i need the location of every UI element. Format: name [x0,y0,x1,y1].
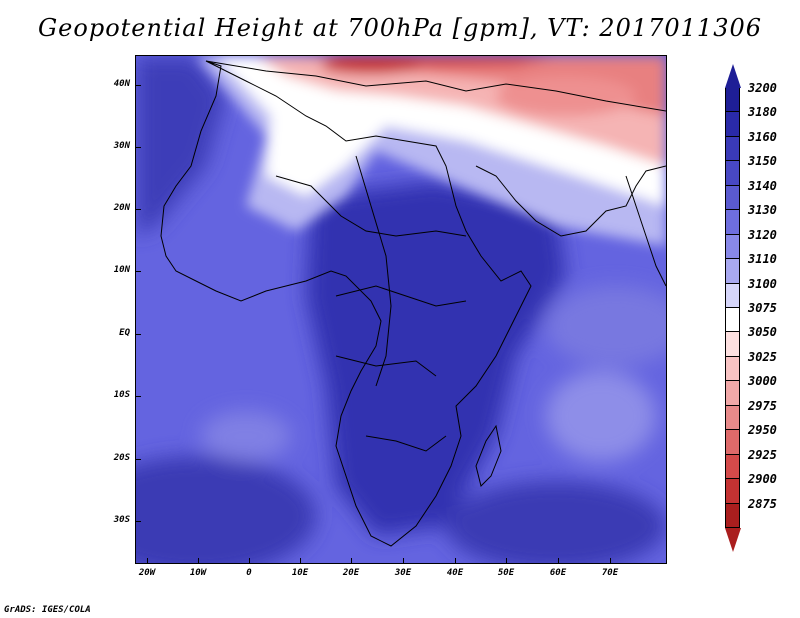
colorbar-swatch [725,405,740,431]
coastlines [160,60,666,547]
colorbar-swatch [725,479,740,504]
y-label-10n: 10N [113,265,130,275]
y-tick [136,147,141,148]
border-3 [335,285,467,307]
border-2 [275,175,467,237]
x-tick [249,558,250,563]
colorbar-swatch [725,332,740,357]
x-tick [198,558,199,563]
x-tick [403,558,404,563]
colorbar-swatch [725,430,740,455]
north-gradient [196,56,666,246]
x-label-20w: 20W [138,568,156,578]
colorbar-swatch [725,234,740,260]
x-tick [558,558,559,563]
x-label-10w: 10W [189,568,207,578]
colorbar-swatch [725,356,740,382]
y-label-30s: 30S [113,515,130,525]
border-5 [365,435,447,452]
colorbar-level-label: 3075 [748,301,777,315]
colorbar-level-label: 2925 [748,447,777,462]
africa-outline [160,60,532,547]
y-label-10s: 10S [113,390,130,400]
madagascar-outline [475,424,502,487]
colorbar-level-label: 3050 [748,325,777,340]
x-label-50e: 50E [497,568,515,578]
colorbar-swatch [725,454,740,480]
colorbar-level-label: 3000 [748,374,777,389]
x-tick [506,558,507,563]
y-label-20s: 20S [113,453,130,463]
colorbar-bottom-arrow [725,528,741,552]
x-tick [455,558,456,563]
colorbar-level-label: 3150 [748,154,777,169]
colorbar-level-label: 2875 [748,496,777,511]
colorbar-swatch [725,259,740,284]
y-tick [136,209,141,210]
mediterranean-coast [205,60,666,112]
x-tick [351,558,352,563]
colorbar-swatch [725,503,740,528]
y-tick [136,271,141,272]
colorbar-level-label: 3200 [748,81,777,95]
x-label-60e: 60E [549,568,567,578]
border-4 [335,355,437,377]
colorbar-level-label: 3025 [748,349,777,364]
colorbar [725,88,740,528]
x-label-70e: 70E [601,568,619,578]
arabia-outline [475,165,666,237]
shading-layers [136,56,666,563]
map-plot-area [135,55,667,564]
colorbar-level-label: 3100 [748,276,777,291]
map-title: Geopotential Height at 700hPa [gpm], VT:… [38,14,762,42]
x-tick [147,558,148,563]
y-tick [136,334,141,335]
x-tick [300,558,301,563]
colorbar-level-label: 2975 [748,398,777,413]
height-field-map [136,56,666,563]
colorbar-level-label: 2900 [748,472,777,487]
colorbar-swatch [725,283,740,308]
x-label-10e: 10E [291,568,309,578]
x-label-20e: 20E [342,568,360,578]
y-label-40n: 40N [113,79,130,89]
colorbar-level-label: 3110 [748,252,777,267]
x-label-30e: 30E [394,568,412,578]
colorbar-level-label: 3180 [748,105,777,120]
colorbar-top-arrow [725,64,741,88]
y-label-20n: 20N [113,203,130,213]
colorbar-swatch [725,88,740,113]
x-tick [610,558,611,563]
grads-credit: GrADS: IGES/COLA [4,605,91,615]
y-label-30n: 30N [113,141,130,151]
colorbar-swatch [725,185,740,211]
colorbar-swatch [725,136,740,162]
border-1 [355,155,392,387]
colorbar-level-label: 3120 [748,227,777,242]
y-tick [136,85,141,86]
colorbar-swatch [725,308,740,333]
y-tick [136,396,141,397]
colorbar-level-label: 3140 [748,178,777,193]
colorbar-swatch [725,112,740,137]
colorbar-level-label: 3160 [748,129,777,144]
y-tick [136,459,141,460]
colorbar-swatch [725,161,740,186]
y-tick [136,521,141,522]
colorbar-swatch [725,381,740,406]
y-label-eq: EQ [119,328,130,338]
colorbar-level-label: 3130 [748,203,777,218]
x-label-40e: 40E [446,568,464,578]
colorbar-swatch [725,210,740,235]
colorbar-level-label: 2950 [748,423,777,438]
india-outline [625,175,666,287]
x-label-0: 0 [246,568,252,578]
